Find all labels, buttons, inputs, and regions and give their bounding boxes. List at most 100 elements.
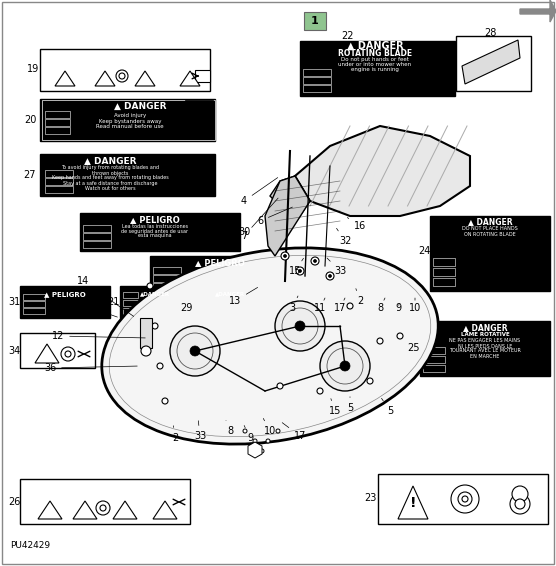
Circle shape (141, 346, 151, 356)
Text: 12: 12 (52, 331, 145, 341)
Bar (278, 258, 298, 292)
Circle shape (65, 351, 71, 357)
Polygon shape (180, 71, 200, 86)
Bar (165, 288, 187, 316)
Bar (40, 154, 215, 196)
Bar (433, 278, 455, 286)
Bar (433, 258, 455, 266)
Text: 27: 27 (24, 170, 36, 180)
Text: 29: 29 (180, 303, 192, 313)
Text: 22: 22 (342, 31, 354, 41)
Text: Avoid injury: Avoid injury (114, 114, 146, 118)
Text: 24: 24 (418, 246, 430, 256)
Circle shape (253, 439, 257, 443)
Bar (218, 215, 238, 249)
Circle shape (275, 301, 325, 351)
Circle shape (243, 429, 247, 433)
Circle shape (190, 346, 200, 356)
Bar (456, 36, 531, 91)
Text: 32: 32 (336, 228, 351, 246)
Bar (153, 283, 181, 290)
Polygon shape (295, 126, 470, 216)
Ellipse shape (109, 255, 431, 437)
Circle shape (157, 363, 163, 369)
Circle shape (347, 303, 353, 309)
Bar (195, 70, 210, 82)
Bar (423, 365, 445, 372)
Text: 5: 5 (347, 397, 353, 413)
Circle shape (162, 398, 168, 404)
Text: 25: 25 (408, 343, 420, 353)
Bar (430, 216, 550, 291)
Text: NE PAS ENGAGER LES MAINS: NE PAS ENGAGER LES MAINS (449, 338, 520, 344)
Bar (423, 347, 445, 354)
Text: 30: 30 (238, 227, 250, 237)
Circle shape (281, 252, 289, 260)
Bar (23, 308, 45, 314)
Text: 31: 31 (8, 297, 20, 307)
Text: 10: 10 (264, 418, 276, 436)
Text: 36: 36 (44, 363, 137, 373)
Text: 23: 23 (364, 493, 376, 503)
Circle shape (458, 492, 472, 506)
Circle shape (282, 308, 318, 344)
Bar (196, 286, 266, 318)
Bar (123, 292, 138, 298)
Text: 14: 14 (77, 276, 134, 316)
Bar (40, 49, 210, 91)
Text: DO NOT PLACE HANDS: DO NOT PLACE HANDS (462, 226, 518, 231)
Polygon shape (135, 71, 155, 86)
Circle shape (152, 323, 158, 329)
Bar (153, 267, 181, 274)
Circle shape (260, 449, 264, 453)
Text: 33: 33 (327, 258, 346, 276)
Text: de seguridad antes de usar: de seguridad antes de usar (121, 229, 188, 234)
Text: ROTATING BLADE: ROTATING BLADE (338, 49, 412, 58)
Text: Read manual before use: Read manual before use (96, 123, 164, 128)
Bar (20, 286, 110, 318)
Bar (42, 100, 215, 140)
Bar (303, 85, 331, 92)
Circle shape (320, 341, 370, 391)
Bar (83, 225, 111, 232)
Bar (123, 308, 138, 314)
Text: ▲ PELIGRO: ▲ PELIGRO (44, 291, 86, 297)
Text: ▲ DANGER: ▲ DANGER (463, 324, 507, 332)
Text: !: ! (410, 496, 416, 510)
Text: 16: 16 (348, 217, 366, 231)
Text: 34: 34 (8, 346, 20, 356)
Circle shape (177, 333, 213, 369)
Text: 19: 19 (27, 64, 39, 74)
Text: engine is running: engine is running (351, 66, 399, 71)
Bar (199, 300, 214, 306)
Bar (185, 156, 213, 194)
Bar (83, 241, 111, 248)
Text: 17: 17 (334, 298, 346, 313)
Text: EN MARCHE: EN MARCHE (470, 354, 500, 358)
Circle shape (170, 326, 220, 376)
Circle shape (512, 486, 528, 502)
Polygon shape (73, 501, 97, 519)
Circle shape (397, 333, 403, 339)
Bar (199, 308, 214, 314)
Text: under or into mower when: under or into mower when (339, 62, 411, 66)
Polygon shape (398, 486, 428, 519)
Text: 7: 7 (241, 198, 278, 241)
Polygon shape (265, 176, 310, 256)
Bar (40, 99, 215, 141)
Circle shape (61, 347, 75, 361)
Text: 26: 26 (8, 497, 20, 507)
Polygon shape (153, 501, 177, 519)
Polygon shape (520, 0, 556, 22)
Text: Do not put hands or feet: Do not put hands or feet (341, 57, 409, 62)
Bar (185, 100, 213, 138)
Text: esta maquina: esta maquina (138, 234, 172, 238)
Bar (432, 231, 454, 256)
Bar (20, 333, 95, 368)
Text: To avoid injury from rotating blades and: To avoid injury from rotating blades and (61, 165, 159, 170)
Circle shape (462, 496, 468, 502)
Bar (83, 233, 111, 240)
Bar (420, 321, 550, 376)
Circle shape (296, 267, 304, 275)
Text: ▲ DANGER: ▲ DANGER (468, 217, 512, 226)
